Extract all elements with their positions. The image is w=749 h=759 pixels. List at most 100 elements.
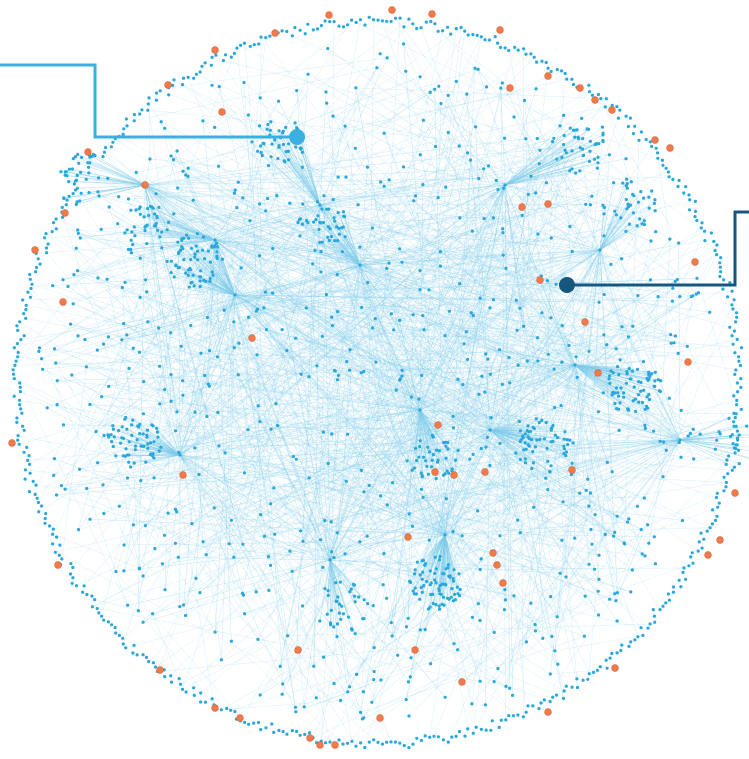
edge — [329, 559, 409, 683]
edge — [419, 307, 491, 411]
edge — [234, 294, 671, 335]
edge — [61, 212, 165, 536]
node — [648, 140, 652, 144]
node — [727, 416, 731, 420]
edge — [139, 297, 446, 536]
node — [45, 251, 49, 255]
edge — [151, 206, 216, 241]
node — [433, 22, 437, 26]
edge — [472, 364, 576, 618]
edge — [168, 57, 388, 88]
node — [340, 250, 344, 254]
edge — [179, 67, 378, 456]
edge — [410, 439, 681, 658]
edge — [444, 203, 655, 536]
edge — [92, 384, 503, 608]
edge — [484, 391, 681, 441]
highlight-node — [248, 334, 256, 342]
edge — [356, 534, 446, 675]
node — [323, 518, 327, 523]
node — [428, 569, 432, 573]
edge — [214, 239, 599, 592]
edge — [164, 128, 491, 431]
edge — [140, 232, 504, 259]
edge — [200, 195, 278, 354]
node — [361, 690, 365, 694]
node — [426, 472, 430, 476]
edge — [407, 314, 414, 619]
node — [14, 359, 18, 363]
edge — [331, 364, 576, 435]
edge — [234, 220, 307, 296]
edge — [199, 300, 517, 593]
edge — [500, 87, 697, 295]
edge — [342, 568, 595, 745]
node — [724, 480, 729, 484]
edge — [337, 379, 547, 423]
edge — [170, 155, 614, 537]
node — [142, 380, 146, 384]
node — [605, 460, 609, 464]
node — [718, 261, 722, 265]
node — [398, 318, 402, 322]
edge — [86, 53, 381, 368]
edge — [214, 239, 296, 708]
node — [586, 477, 590, 481]
node — [240, 591, 244, 595]
edge — [367, 166, 664, 477]
node — [126, 197, 130, 201]
node — [372, 669, 376, 674]
node — [445, 469, 449, 473]
edge — [502, 232, 576, 366]
node — [155, 426, 159, 430]
edge — [430, 498, 447, 595]
edge — [299, 219, 361, 266]
edge — [142, 184, 506, 577]
edge — [562, 249, 601, 502]
node — [728, 325, 732, 329]
edge — [373, 249, 601, 672]
node — [617, 372, 621, 377]
edge — [282, 249, 601, 330]
node — [419, 471, 423, 475]
node — [229, 55, 233, 59]
node — [259, 728, 263, 732]
node — [739, 385, 743, 389]
edge — [167, 313, 392, 514]
node — [561, 500, 565, 504]
node — [411, 313, 415, 317]
node — [270, 722, 274, 726]
edge — [319, 204, 485, 219]
node — [584, 488, 588, 492]
edge — [217, 246, 236, 296]
node — [328, 20, 332, 24]
node — [16, 350, 20, 355]
node — [275, 194, 279, 198]
edge — [587, 154, 610, 480]
edge — [329, 559, 561, 574]
edge — [144, 184, 236, 191]
node — [77, 467, 82, 471]
edge — [429, 437, 488, 541]
node — [350, 18, 354, 22]
node — [554, 282, 558, 286]
edge — [303, 264, 361, 707]
edge — [97, 289, 421, 464]
edge — [417, 249, 601, 563]
node — [141, 432, 145, 436]
edge — [89, 203, 655, 520]
edge — [413, 314, 681, 441]
edge — [524, 100, 601, 251]
edge — [144, 184, 622, 259]
edge — [331, 316, 664, 477]
edge — [410, 129, 578, 677]
node — [434, 603, 438, 607]
node — [652, 429, 656, 433]
node — [329, 608, 333, 613]
edge — [92, 300, 673, 608]
edge — [234, 147, 581, 296]
node — [303, 732, 307, 737]
highlight-node — [236, 714, 244, 722]
edge — [194, 409, 421, 449]
edge — [319, 91, 327, 206]
